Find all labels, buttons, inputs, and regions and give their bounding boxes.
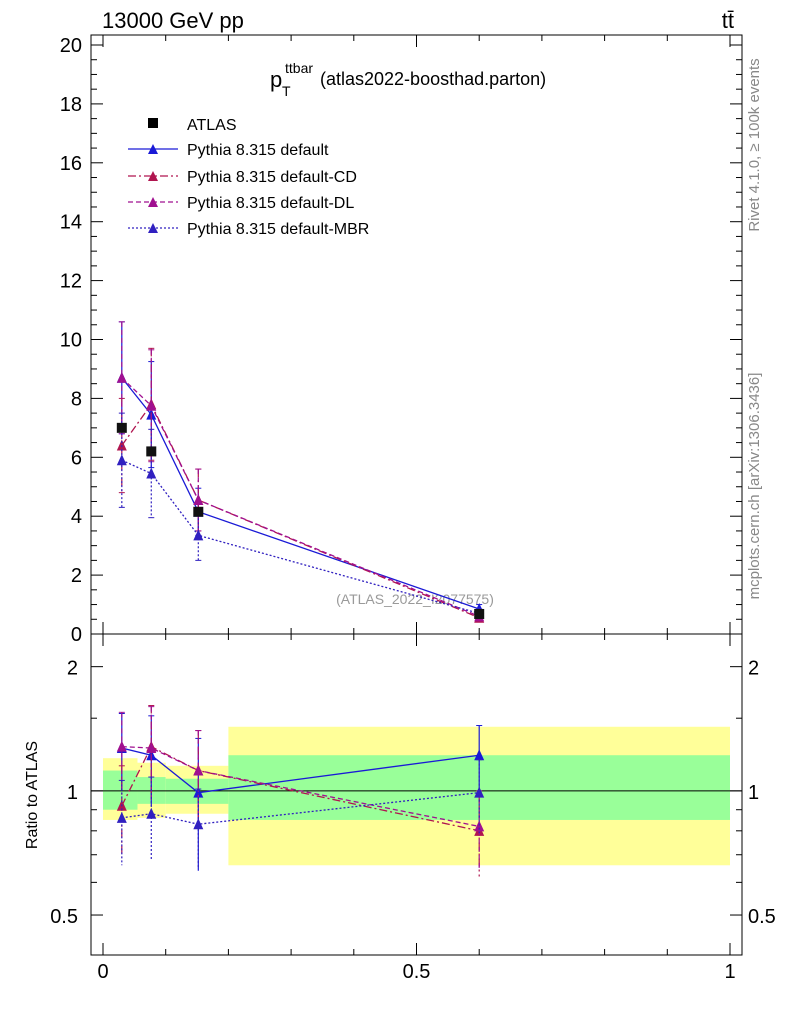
- legend-label-dl: Pythia 8.315 default-DL: [187, 195, 354, 212]
- x-axis: 0 0.5 1: [97, 35, 736, 983]
- title-sub: T: [282, 83, 291, 99]
- ratio-line-default: [121, 747, 480, 794]
- energy-label: 13000 GeV pp: [102, 8, 244, 33]
- series-point-default-mbr: [146, 467, 157, 479]
- ratio-point-default-dl: [146, 742, 157, 754]
- x-tick-label: 1: [724, 961, 735, 983]
- main-y-tick-label: 8: [71, 388, 82, 410]
- title-main: p: [270, 67, 282, 92]
- main-y-tick-label: 6: [71, 447, 82, 469]
- atlas-data-point: [474, 608, 485, 619]
- series-point-default-dl: [116, 371, 127, 383]
- series-line-default-dl: [121, 377, 480, 617]
- series-point-default-cd: [116, 439, 127, 451]
- ratio-y-axis: 0.5 0.5 1 1 2 2: [50, 658, 776, 928]
- main-y-tick-label: 10: [60, 330, 82, 352]
- analysis-watermark: (ATLAS_2022_I2077575): [336, 591, 494, 607]
- ratio-y-tick-label: 1: [67, 782, 78, 804]
- x-tick-label: 0: [97, 961, 108, 983]
- ratio-line-default-cd: [121, 745, 480, 832]
- ratio-y-tick-label: 0.5: [50, 906, 78, 928]
- ratio-point-default: [193, 786, 204, 798]
- series-line-default-cd: [121, 403, 480, 619]
- legend-marker-dl: [148, 197, 158, 207]
- ratio-point-default-dl: [193, 764, 204, 776]
- main-y-tick-label: 20: [60, 35, 82, 57]
- series-point-default-dl: [146, 399, 157, 411]
- process-label: tt̄: [722, 8, 734, 33]
- ratio-y-label: Ratio to ATLAS: [24, 741, 41, 849]
- main-series-layer: [116, 321, 485, 623]
- ratio-line-default-dl: [121, 745, 480, 828]
- legend-label-atlas: ATLAS: [187, 117, 237, 134]
- series-point-default-dl: [193, 494, 204, 506]
- legend-label-default: Pythia 8.315 default: [187, 142, 329, 159]
- legend-marker-default: [148, 144, 158, 154]
- ratio-series-layer: [116, 705, 485, 877]
- ratio-y-tick-label-right: 1: [748, 782, 759, 804]
- ratio-point-default-mbr: [146, 807, 157, 819]
- x-tick-label: 0.5: [403, 961, 431, 983]
- ratio-line-default-mbr: [121, 791, 480, 825]
- ratio-band-inner: [103, 770, 138, 810]
- title-sup: ttbar: [285, 60, 313, 76]
- legend-marker-cd: [148, 171, 158, 181]
- legend-label-mbr: Pythia 8.315 default-MBR: [187, 221, 369, 238]
- main-y-tick-label: 4: [71, 506, 82, 528]
- main-y-tick-label: 12: [60, 271, 82, 293]
- rivet-label: Rivet 4.1.0, ≥ 100k events: [746, 58, 763, 231]
- ratio-y-tick-label: 2: [67, 658, 78, 680]
- ratio-point-default-mbr: [474, 786, 485, 798]
- atlas-data-point: [146, 446, 157, 457]
- legend-marker-atlas: [148, 118, 158, 128]
- main-y-tick-label: 18: [60, 94, 82, 116]
- legend-marker-mbr: [148, 223, 158, 233]
- main-y-axis: 0 2 4 6 8 10 12 14 16 18 20: [60, 35, 742, 646]
- series-point-default-mbr: [116, 454, 127, 466]
- legend: ATLAS Pythia 8.315 default Pythia 8.315 …: [128, 117, 369, 238]
- main-y-tick-label: 0: [71, 624, 82, 646]
- main-y-tick-label: 16: [60, 153, 82, 175]
- legend-label-cd: Pythia 8.315 default-CD: [187, 169, 357, 186]
- ratio-point-default-dl: [116, 740, 127, 752]
- ratio-y-tick-label-right: 2: [748, 658, 759, 680]
- series-line-default-mbr: [121, 459, 480, 615]
- main-y-tick-label: 2: [71, 565, 82, 587]
- main-title: p ttbar T (atlas2022-boosthad.parton): [270, 60, 546, 99]
- ratio-y-tick-label-right: 0.5: [748, 906, 776, 928]
- ratio-point-default: [474, 749, 485, 761]
- mcplots-label: mcplots.cern.ch [arXiv:1306.3436]: [746, 373, 763, 600]
- ratio-point-default-mbr: [193, 818, 204, 830]
- ratio-point-default-dl: [474, 820, 485, 832]
- atlas-data-point: [116, 422, 127, 433]
- title-rest: (atlas2022-boosthad.parton): [320, 69, 546, 89]
- series-line-default: [121, 377, 480, 610]
- ratio-point-default-mbr: [116, 811, 127, 823]
- series-point-default-mbr: [193, 529, 204, 541]
- main-y-tick-label: 14: [60, 212, 82, 234]
- atlas-data-point: [193, 506, 204, 517]
